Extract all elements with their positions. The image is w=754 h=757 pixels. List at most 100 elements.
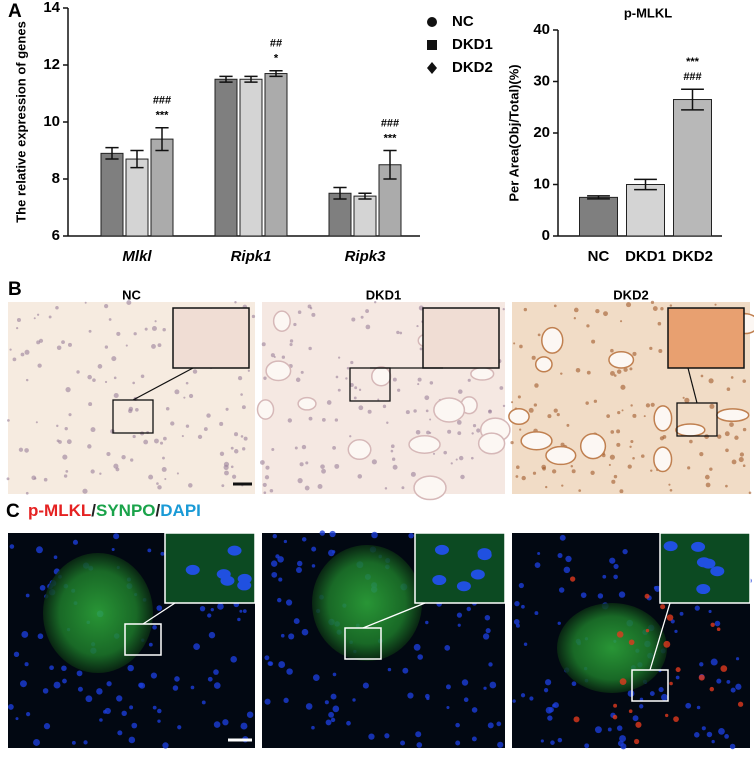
dapi [13, 651, 20, 658]
dapi [62, 678, 67, 684]
mlkl [660, 604, 666, 610]
nucleus [629, 445, 632, 448]
nucleus [590, 470, 595, 475]
nucleus [391, 457, 396, 461]
y-tick-label: 30 [533, 72, 550, 89]
dapi [172, 685, 179, 691]
nucleus [669, 304, 673, 307]
nucleus [65, 387, 71, 393]
bar [264, 73, 288, 237]
error-bar [269, 69, 283, 78]
nucleus [140, 374, 145, 379]
mlkl [612, 714, 618, 720]
nucleus [714, 303, 717, 306]
nucleus [148, 474, 154, 480]
nucleus [308, 416, 313, 421]
dapi [157, 708, 162, 714]
dapi [627, 690, 635, 697]
nucleus [88, 402, 93, 407]
nucleus [532, 471, 537, 475]
nucleus [242, 447, 246, 451]
dapi [246, 711, 254, 718]
nucleus [203, 427, 208, 431]
dapi [160, 551, 165, 556]
y-tick-label: 6 [52, 227, 60, 244]
dapi [295, 567, 302, 574]
dapi [77, 686, 83, 692]
nucleus [519, 344, 523, 349]
nucleus [595, 308, 600, 314]
legend-label: DKD1 [452, 36, 493, 53]
dapi [639, 697, 644, 702]
dapi [296, 560, 303, 567]
tubule [265, 360, 292, 382]
dapi [264, 698, 271, 705]
nucleus [31, 475, 36, 481]
nucleus [151, 343, 156, 349]
bar [626, 184, 665, 237]
nucleus [240, 435, 244, 438]
bar [125, 158, 149, 237]
dapi [325, 719, 332, 726]
inset [172, 307, 250, 369]
dapi [455, 722, 460, 728]
nucleus [689, 439, 693, 444]
nucleus [429, 418, 432, 421]
bar [239, 78, 263, 237]
nucleus [730, 376, 734, 379]
dapi [111, 547, 115, 551]
nucleus [386, 421, 389, 424]
nucleus [37, 363, 42, 368]
dapi [708, 609, 712, 614]
inset [667, 307, 745, 369]
nucleus [259, 460, 265, 465]
dapi [699, 662, 704, 667]
dapi [156, 605, 163, 611]
nucleus [390, 444, 395, 449]
legend-marker [427, 40, 437, 50]
nucleus [163, 436, 167, 441]
nucleus [223, 461, 230, 467]
nucleus [425, 409, 429, 413]
nucleus [262, 482, 267, 487]
dapi [280, 633, 285, 638]
x-tick-label: NC [588, 248, 610, 265]
error-bar [681, 88, 704, 111]
dapi [617, 740, 624, 747]
dapi [332, 672, 337, 677]
dapi [550, 740, 555, 745]
nucleus [658, 348, 663, 353]
significance: ### [381, 117, 399, 129]
dapi [685, 702, 692, 709]
nucleus [708, 378, 714, 384]
dapi [127, 664, 134, 672]
nucleus [99, 472, 102, 475]
nucleus [192, 369, 198, 374]
dapi [362, 682, 369, 689]
dapi [21, 631, 29, 638]
nucleus [219, 451, 225, 456]
legend-marker [427, 62, 437, 74]
nucleus [161, 466, 167, 472]
tubule [256, 399, 275, 420]
nucleus [116, 331, 121, 336]
dapi [718, 727, 725, 735]
tubule [433, 397, 466, 423]
nucleus [616, 369, 622, 374]
mlkl [645, 628, 650, 633]
dapi [15, 717, 19, 721]
nucleus [185, 424, 190, 428]
dapi [384, 733, 390, 739]
dapi [456, 612, 463, 618]
nucleus [632, 351, 637, 356]
nucleus [350, 360, 354, 365]
nucleus [534, 383, 539, 388]
mlkl [737, 701, 744, 707]
panel-label: A [8, 1, 22, 22]
dapi [415, 731, 422, 738]
dapi [649, 691, 655, 697]
nucleus [156, 482, 159, 485]
tubule [408, 435, 441, 454]
nucleus [371, 459, 377, 465]
nucleus [531, 355, 536, 360]
